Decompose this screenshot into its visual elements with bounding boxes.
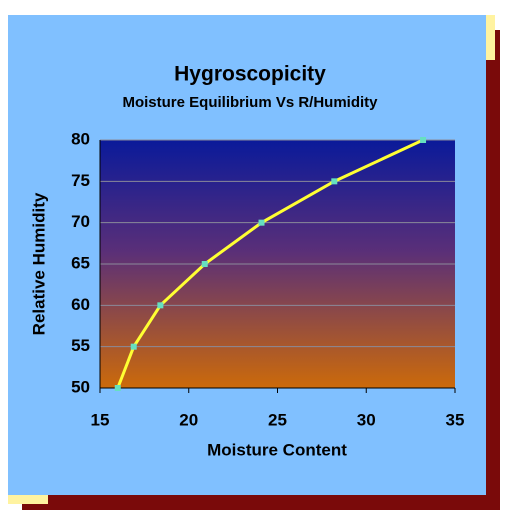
y-tick-label: 50 xyxy=(71,377,90,396)
chart-subtitle: Moisture Equilibrium Vs R/Humidity xyxy=(122,94,378,111)
data-point xyxy=(420,137,427,143)
x-tick-label: 35 xyxy=(446,410,465,429)
y-axis-label: Relative Humidity xyxy=(29,192,48,335)
y-tick-label: 60 xyxy=(71,295,90,314)
data-point xyxy=(331,178,338,185)
data-point xyxy=(201,261,208,267)
data-point xyxy=(258,219,265,226)
y-tick-label: 55 xyxy=(71,336,90,355)
x-tick-label: 20 xyxy=(179,410,198,429)
y-tick-label: 80 xyxy=(71,129,90,148)
y-tick-label: 70 xyxy=(71,212,90,231)
y-tick-label: 75 xyxy=(71,171,90,190)
x-tick-label: 30 xyxy=(357,410,376,429)
x-axis-label: Moisture Content xyxy=(207,440,347,459)
x-tick-label: 15 xyxy=(91,410,110,429)
data-point xyxy=(114,385,121,391)
chart-title: Hygroscopicity xyxy=(174,63,326,86)
data-point xyxy=(130,343,137,350)
y-tick-label: 65 xyxy=(71,253,90,272)
data-point xyxy=(157,302,164,309)
x-tick-label: 25 xyxy=(268,410,287,429)
